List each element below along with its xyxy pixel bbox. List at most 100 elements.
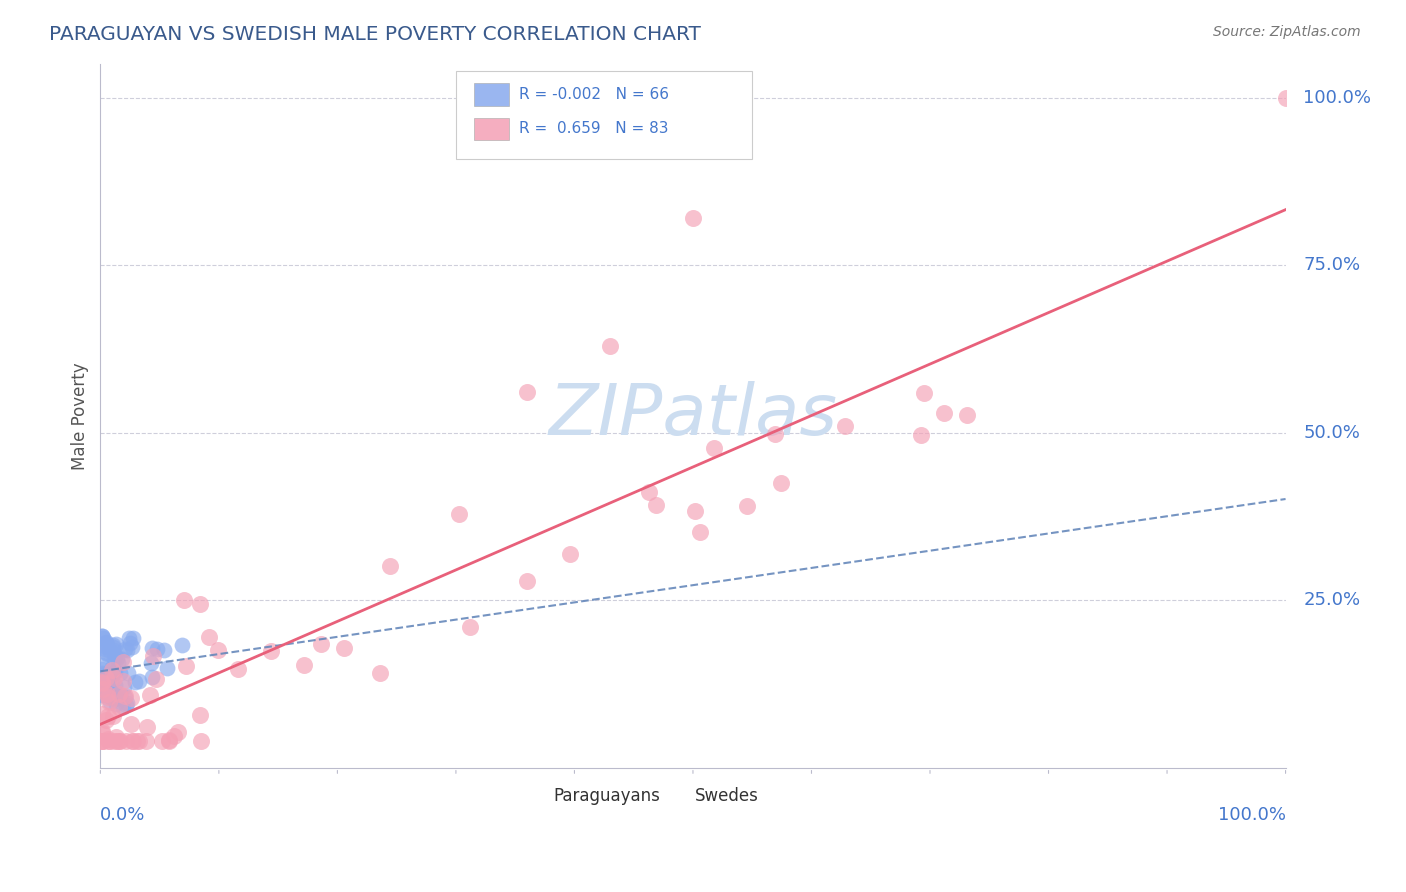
Point xyxy=(105,637,128,651)
Text: PARAGUAYAN VS SWEDISH MALE POVERTY CORRELATION CHART: PARAGUAYAN VS SWEDISH MALE POVERTY CORRE… xyxy=(49,25,702,44)
Text: 100.0%: 100.0% xyxy=(1218,806,1285,824)
Point xyxy=(111,652,134,666)
Point xyxy=(114,698,136,712)
Text: Paraguayans: Paraguayans xyxy=(553,787,659,805)
Point xyxy=(90,707,112,722)
Point xyxy=(121,734,143,748)
Point xyxy=(103,666,125,681)
Point xyxy=(112,655,135,669)
Point xyxy=(103,643,125,657)
Text: Source: ZipAtlas.com: Source: ZipAtlas.com xyxy=(1213,25,1361,39)
Point xyxy=(157,733,180,747)
Point xyxy=(96,687,118,701)
Text: 75.0%: 75.0% xyxy=(1303,256,1361,274)
Point xyxy=(121,640,143,655)
Point xyxy=(932,406,955,420)
Point xyxy=(114,641,136,656)
Point xyxy=(105,730,128,744)
Point xyxy=(101,690,124,705)
Point xyxy=(644,498,666,512)
Point xyxy=(311,637,333,651)
Point xyxy=(91,666,114,681)
Text: 0.0%: 0.0% xyxy=(100,806,146,824)
Point xyxy=(145,673,167,687)
Point xyxy=(112,699,135,714)
Point xyxy=(103,640,125,654)
FancyBboxPatch shape xyxy=(474,118,509,140)
Point xyxy=(111,674,134,689)
Point xyxy=(188,708,211,723)
Point xyxy=(101,683,124,698)
Point xyxy=(114,690,136,705)
Point xyxy=(101,684,124,698)
Point xyxy=(105,650,128,665)
Point xyxy=(1274,90,1296,104)
FancyBboxPatch shape xyxy=(664,789,689,803)
Point xyxy=(108,687,131,701)
Point xyxy=(118,636,141,650)
Point xyxy=(105,690,128,705)
Point xyxy=(173,593,195,607)
Point xyxy=(599,338,621,352)
Point xyxy=(170,638,193,652)
Point xyxy=(97,690,120,705)
Text: R = -0.002   N = 66: R = -0.002 N = 66 xyxy=(519,87,669,102)
Text: 100.0%: 100.0% xyxy=(1303,88,1371,106)
Point xyxy=(107,656,129,670)
Point xyxy=(226,662,249,676)
Point xyxy=(103,665,125,680)
Point xyxy=(141,641,163,656)
Text: 25.0%: 25.0% xyxy=(1303,591,1361,609)
Point xyxy=(128,734,150,748)
Text: 50.0%: 50.0% xyxy=(1303,424,1360,442)
Point xyxy=(97,680,120,694)
Point xyxy=(112,680,135,694)
Point xyxy=(94,667,117,681)
Point xyxy=(190,734,212,748)
Point xyxy=(93,631,115,645)
Point xyxy=(98,690,121,704)
Point xyxy=(769,476,792,491)
Point xyxy=(121,631,143,645)
Point xyxy=(105,734,128,748)
Point xyxy=(97,669,120,683)
Text: Swedes: Swedes xyxy=(696,787,759,805)
FancyBboxPatch shape xyxy=(456,71,752,159)
Point xyxy=(91,629,114,643)
Point xyxy=(153,643,176,657)
Point xyxy=(117,665,139,680)
Point xyxy=(93,682,115,697)
Point xyxy=(108,688,131,702)
Point xyxy=(128,674,150,689)
Point xyxy=(141,670,163,684)
Point xyxy=(207,643,229,657)
Point xyxy=(120,691,142,706)
Point xyxy=(90,628,112,642)
Point xyxy=(90,734,112,748)
Point xyxy=(91,734,114,748)
Point xyxy=(368,666,391,681)
Point xyxy=(96,713,118,727)
Point xyxy=(108,666,131,681)
Point xyxy=(174,659,197,673)
Point xyxy=(166,724,188,739)
Point xyxy=(146,641,169,656)
Point xyxy=(97,731,120,746)
Point xyxy=(163,729,186,743)
Point xyxy=(90,678,112,692)
Point xyxy=(103,652,125,666)
Point xyxy=(101,638,124,652)
Point xyxy=(910,428,932,442)
Point xyxy=(516,385,538,400)
Point xyxy=(105,690,128,705)
Point xyxy=(956,409,979,423)
Point xyxy=(378,559,401,574)
Text: ZIPatlas: ZIPatlas xyxy=(548,382,838,450)
Point xyxy=(122,734,145,748)
Point xyxy=(100,660,122,674)
Point xyxy=(98,734,121,748)
Point xyxy=(90,662,112,676)
Point xyxy=(117,696,139,710)
Point xyxy=(96,647,118,661)
Point xyxy=(103,671,125,685)
